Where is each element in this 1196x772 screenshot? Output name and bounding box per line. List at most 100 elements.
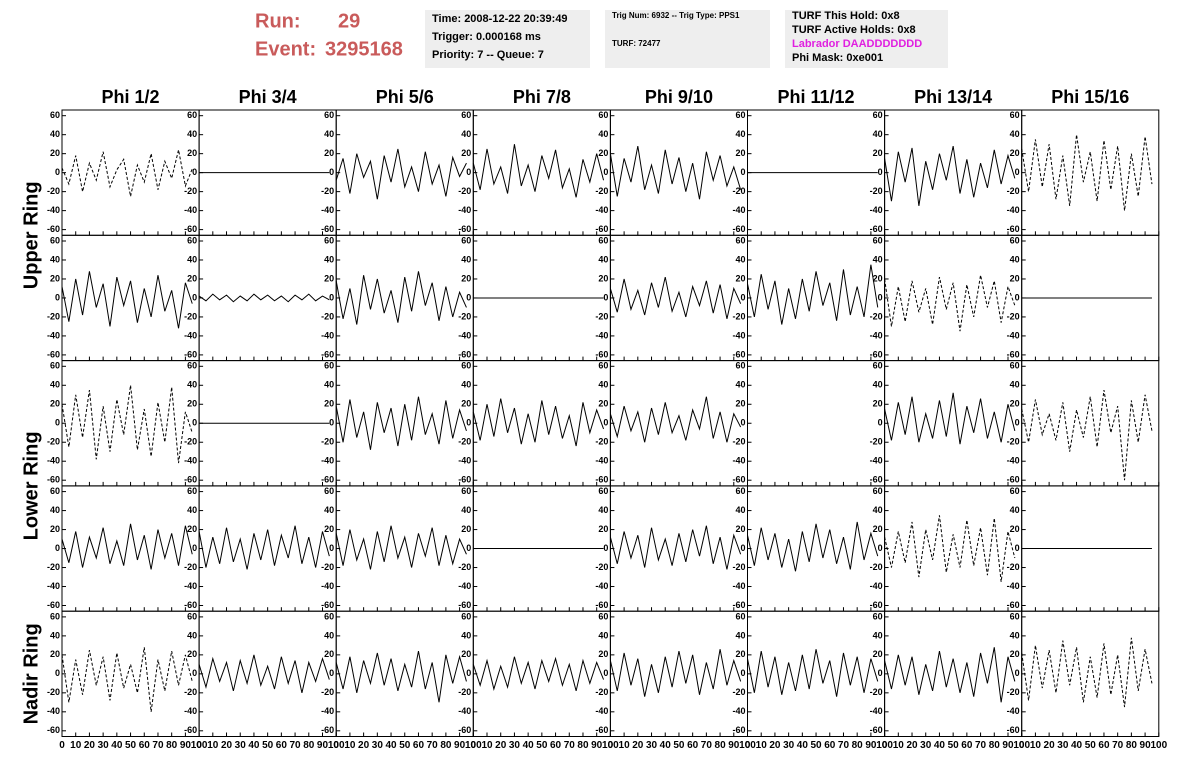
y-tick-label: -60 [321,725,334,735]
y-tick-label: 60 [187,486,197,496]
waveform [747,264,879,325]
y-tick-label: -20 [595,562,608,572]
x-tick-label: 70 [701,740,713,751]
y-tick-label: -20 [1007,687,1020,697]
y-tick-label: 0 [603,668,608,678]
y-tick-label: 60 [735,110,745,120]
y-tick-label: 40 [50,254,60,264]
y-tick-label: -60 [458,349,471,359]
x-tick-label: 20 [1044,740,1056,751]
panel [609,485,749,612]
y-tick-label: 0 [740,292,745,302]
y-tick-label: -60 [458,475,471,485]
waveform [335,396,467,450]
x-tick-label: 0 [1019,740,1025,751]
waveform [198,654,330,693]
y-tick-label: 60 [324,611,334,621]
y-tick-label: 20 [735,524,745,534]
y-tick-label: 40 [461,630,471,640]
y-tick-label: 60 [187,110,197,120]
y-tick-label: 60 [873,110,883,120]
y-tick-label: 60 [873,486,883,496]
y-tick-label: 60 [598,110,608,120]
x-tick-label: 50 [536,740,548,751]
y-tick-label: -40 [458,581,471,591]
x-tick-label: 20 [495,740,507,751]
x-tick-label: 60 [413,740,425,751]
y-tick-label: -40 [458,205,471,215]
info-box [425,10,590,68]
waveform [335,271,467,325]
x-tick-label: 100 [1150,740,1167,751]
x-tick-label: 10 [70,740,82,751]
x-tick-label: 90 [180,740,192,751]
y-tick-label: 60 [873,611,883,621]
y-tick-label: 40 [187,505,197,515]
y-tick-label: -40 [47,706,60,716]
y-tick-label: -20 [321,311,334,321]
y-tick-label: 20 [324,148,334,158]
panel [609,610,749,738]
y-tick-label: 0 [55,167,60,177]
x-tick-label: 80 [715,740,727,751]
y-tick-label: -20 [732,687,745,697]
y-tick-label: -40 [184,330,197,340]
x-tick-label: 20 [358,740,370,751]
y-tick-label: 20 [873,524,883,534]
y-tick-label: 20 [324,524,334,534]
y-tick-label: 60 [461,611,471,621]
y-tick-label: 60 [187,611,197,621]
x-tick-label: 60 [961,740,973,751]
panel [747,360,886,487]
panel [61,610,200,738]
y-tick-label: -40 [595,581,608,591]
y-tick-label: -20 [1007,186,1020,196]
y-tick-label: 0 [740,543,745,553]
waveform [335,525,467,570]
y-tick-label: 0 [1015,167,1020,177]
y-tick-label: 0 [603,543,608,553]
y-tick-label: -20 [1007,311,1020,321]
x-tick-label: 70 [152,740,164,751]
y-tick-label: -40 [321,706,334,716]
waveform [472,144,605,198]
x-tick-label: 100 [876,740,893,751]
y-tick-label: 40 [873,630,883,640]
y-tick-label: -40 [732,581,745,591]
x-tick-label: 40 [660,740,672,751]
y-tick-label: -40 [321,581,334,591]
y-tick-label: 60 [187,361,197,371]
panel [884,610,1023,738]
x-tick-label: 0 [196,740,202,751]
y-tick-label: 40 [735,380,745,390]
waveform [884,392,1016,445]
column-label: Phi 3/4 [239,87,297,107]
y-tick-label: 60 [1010,361,1020,371]
y-tick-label: -20 [47,687,60,697]
y-tick-label: 0 [466,292,471,302]
x-tick-label: 70 [564,740,576,751]
waveform [198,293,330,303]
y-tick-label: -40 [1007,706,1020,716]
y-tick-label: -20 [458,687,471,697]
y-tick-label: -60 [184,725,197,735]
y-tick-label: 60 [324,361,334,371]
y-tick-label: 40 [1010,254,1020,264]
y-tick-label: 0 [192,418,197,428]
y-tick-label: -60 [732,725,745,735]
column-label: Phi 9/10 [645,87,713,107]
y-tick-label: -20 [458,562,471,572]
waveform [335,650,467,703]
panel [335,485,474,612]
y-tick-label: 60 [598,235,608,245]
y-tick-label: -60 [184,600,197,610]
y-tick-label: -40 [458,330,471,340]
y-tick-label: -40 [1007,456,1020,466]
y-tick-label: -20 [47,437,60,447]
y-tick-label: -20 [732,186,745,196]
y-tick-label: 0 [1015,543,1020,553]
y-tick-label: -20 [458,311,471,321]
y-tick-label: 20 [461,649,471,659]
